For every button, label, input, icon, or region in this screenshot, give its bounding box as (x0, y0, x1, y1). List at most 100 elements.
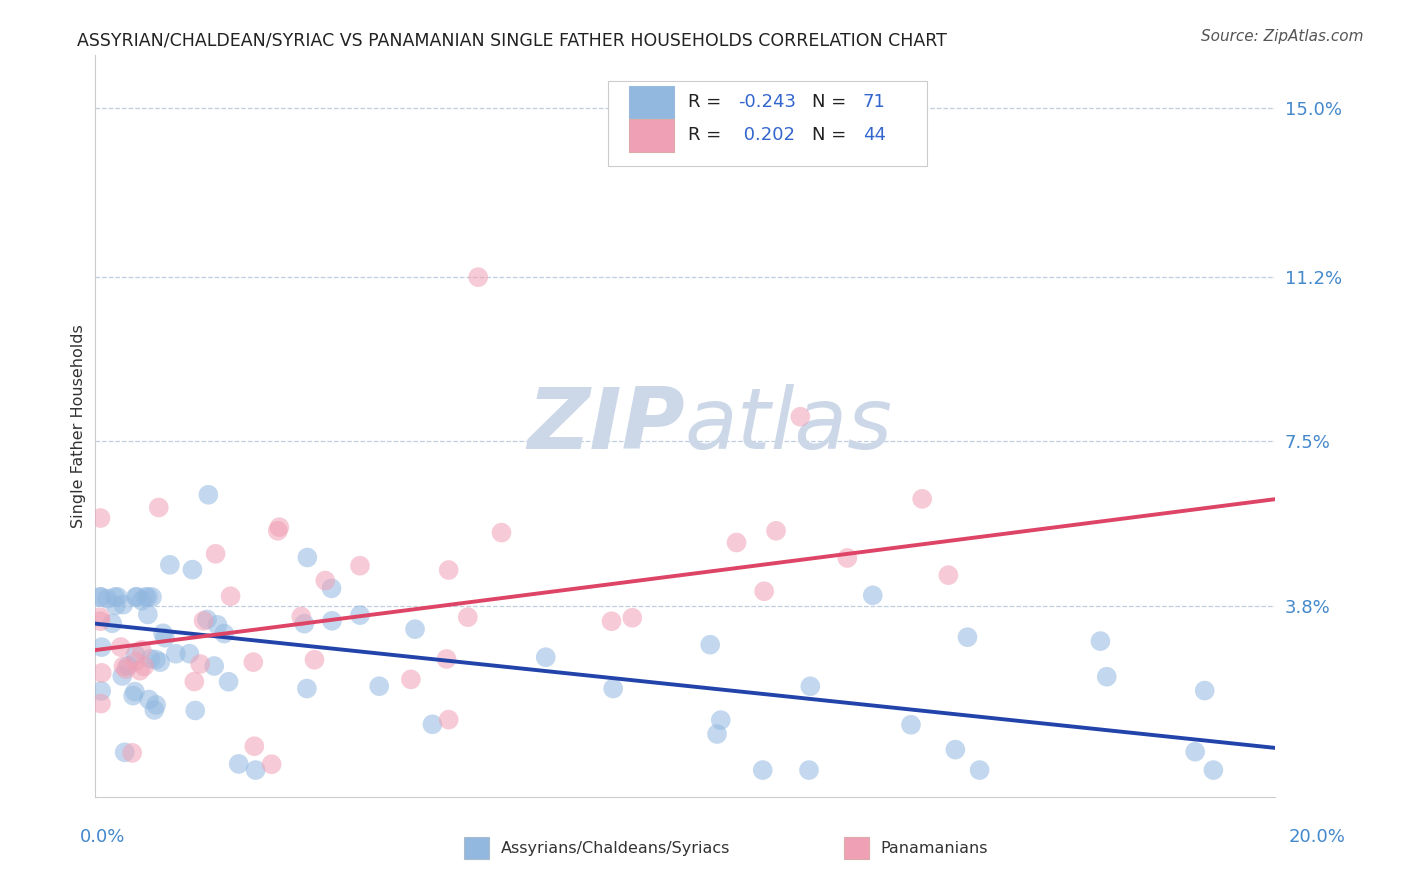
Point (1202, 763, 1225, 777)
Point (349, 558, 371, 573)
Point (125, 590, 148, 604)
Point (212, 626, 235, 640)
Point (437, 713, 460, 727)
Point (202, 659, 225, 673)
Point (404, 622, 426, 636)
Text: 0.0%: 0.0% (80, 828, 125, 846)
Point (104, 599, 127, 613)
Point (602, 681, 624, 696)
Point (121, 746, 143, 760)
Point (269, 520, 291, 534)
Point (437, 563, 460, 577)
Y-axis label: Single Father Households: Single Father Households (72, 324, 86, 528)
Point (295, 681, 318, 696)
Bar (630, 86, 673, 118)
Point (138, 692, 160, 706)
Point (321, 614, 343, 628)
Point (789, 409, 811, 424)
Text: Assyrians/Chaldeans/Syriacs: Assyrians/Chaldeans/Syriacs (501, 841, 730, 855)
Point (90, 640, 112, 654)
Point (228, 756, 250, 771)
Point (242, 655, 264, 669)
Point (956, 630, 979, 644)
Point (621, 611, 644, 625)
Point (436, 652, 458, 666)
Point (260, 757, 283, 772)
Point (124, 655, 146, 669)
Point (368, 679, 391, 693)
Point (124, 648, 146, 662)
Point (399, 673, 422, 687)
Point (752, 584, 775, 599)
Point (193, 614, 215, 628)
Point (112, 659, 135, 673)
Point (969, 763, 991, 777)
Point (136, 607, 159, 622)
Point (107, 590, 129, 604)
Point (706, 727, 728, 741)
Text: ASSYRIAN/CHALDEAN/SYRIAC VS PANAMANIAN SINGLE FATHER HOUSEHOLDS CORRELATION CHAR: ASSYRIAN/CHALDEAN/SYRIAC VS PANAMANIAN S… (77, 31, 948, 49)
Point (112, 598, 135, 612)
Point (267, 524, 290, 538)
Point (101, 616, 124, 631)
Point (89, 610, 111, 624)
Text: Panamanians: Panamanians (880, 841, 987, 855)
Point (491, 525, 513, 540)
Point (1184, 745, 1206, 759)
Point (710, 713, 733, 727)
Point (765, 524, 787, 538)
Point (218, 674, 240, 689)
Point (1090, 634, 1112, 648)
Point (136, 590, 159, 604)
Bar (630, 119, 673, 152)
Point (938, 568, 960, 582)
Point (89, 590, 111, 604)
Point (90, 684, 112, 698)
Point (292, 616, 315, 631)
Point (90, 697, 112, 711)
Point (117, 658, 139, 673)
Point (207, 617, 229, 632)
Point (900, 718, 922, 732)
Point (149, 655, 172, 669)
Point (297, 550, 319, 565)
Point (422, 717, 444, 731)
Point (349, 608, 371, 623)
Point (195, 612, 218, 626)
Point (304, 653, 326, 667)
Point (943, 742, 966, 756)
Text: 44: 44 (863, 127, 886, 145)
Point (534, 650, 557, 665)
Text: ZIP: ZIP (527, 384, 685, 467)
Point (290, 609, 312, 624)
Text: R =: R = (689, 127, 727, 145)
Text: 71: 71 (863, 93, 886, 111)
Point (143, 703, 166, 717)
Text: 0.202: 0.202 (738, 127, 794, 145)
Point (837, 551, 859, 566)
Point (467, 270, 489, 285)
Point (159, 558, 181, 572)
Point (699, 638, 721, 652)
Point (110, 640, 132, 654)
Point (179, 647, 201, 661)
Text: N =: N = (813, 93, 852, 111)
Text: N =: N = (813, 127, 852, 145)
Point (122, 689, 145, 703)
Point (204, 547, 226, 561)
Point (797, 763, 820, 777)
Point (165, 647, 187, 661)
Point (124, 684, 146, 698)
Point (129, 664, 152, 678)
Point (114, 745, 136, 759)
Point (145, 698, 167, 712)
Point (799, 679, 821, 693)
Point (115, 662, 138, 676)
Point (243, 739, 266, 754)
Point (457, 610, 479, 624)
Point (89, 614, 111, 628)
Point (183, 674, 205, 689)
FancyBboxPatch shape (607, 81, 927, 167)
Point (184, 703, 207, 717)
Point (314, 574, 336, 588)
